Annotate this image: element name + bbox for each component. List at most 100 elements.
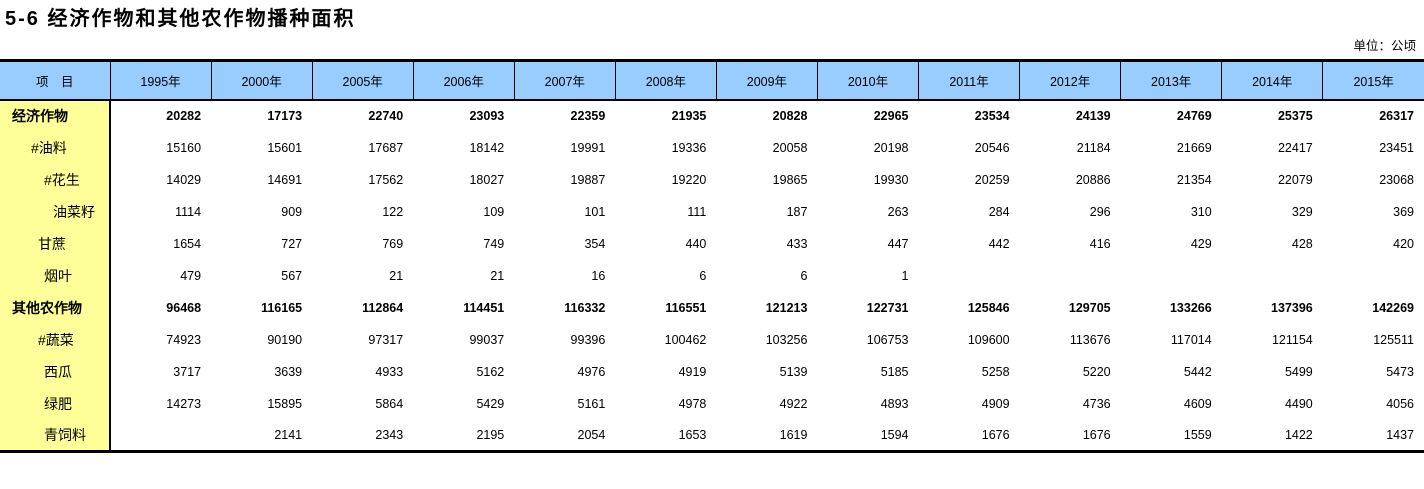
- value-cell: 26317: [1379, 109, 1414, 123]
- value-cell: 14029: [166, 172, 202, 187]
- value-cell: 21935: [671, 109, 707, 123]
- value-cell: [1121, 260, 1222, 292]
- row-label-cell: 烟叶: [0, 259, 111, 292]
- value-cell: 112864: [362, 300, 404, 315]
- value-cell: 14691: [267, 172, 303, 187]
- value-cell: 15895: [267, 396, 303, 411]
- value-cell: 125846: [967, 300, 1010, 315]
- header-year-cell: 1995年: [109, 60, 212, 101]
- value-cell: [919, 260, 1020, 292]
- header-year-cell: 2013年: [1120, 60, 1222, 101]
- value-cell: 17173: [267, 109, 303, 123]
- value-cell: 142269: [1372, 300, 1414, 315]
- value-cell: 1654: [173, 236, 202, 251]
- value-cell: 4056: [1386, 396, 1414, 411]
- value-cell: 909: [281, 204, 303, 219]
- table-row: 甘蔗 1654 727 769 749 354 440 433 447 442 416 429 428 4…: [0, 227, 1424, 260]
- value-cell: 263: [887, 204, 909, 219]
- value-cell: 121154: [1271, 332, 1313, 347]
- value-cell: 96468: [166, 300, 202, 315]
- header-year-cell: 2008年: [614, 60, 717, 101]
- value-cell: 17562: [368, 172, 404, 187]
- table-row: 烟叶 479 567 21 21 16 6 6 1: [0, 259, 1424, 292]
- value-cell: 15160: [166, 140, 202, 155]
- value-cell: 1594: [880, 427, 909, 442]
- table-row: 绿肥 14273 15895 5864 5429 5161 4978 4922 4893 4909…: [0, 387, 1424, 420]
- value-cell: 5220: [1082, 364, 1111, 379]
- value-cell: 479: [180, 268, 202, 283]
- value-cell: 4922: [779, 396, 808, 411]
- value-cell: [110, 420, 211, 452]
- row-label-cell: #花生: [0, 163, 111, 196]
- table-body: 经济作物 20282 17173 22740 23093 22359 21935 20828 2…: [0, 99, 1424, 452]
- value-cell: 4490: [1284, 396, 1313, 411]
- value-cell: 5429: [476, 396, 505, 411]
- value-cell: 1559: [1183, 427, 1212, 442]
- row-label-cell: 青饲料: [0, 419, 111, 452]
- value-cell: 4978: [678, 396, 707, 411]
- value-cell: 369: [1393, 204, 1414, 219]
- value-cell: 125511: [1373, 332, 1414, 347]
- value-cell: [1323, 260, 1424, 292]
- value-cell: 19887: [570, 172, 606, 187]
- value-cell: 20259: [974, 172, 1010, 187]
- value-cell: 121213: [765, 300, 808, 315]
- table-row: 其他农作物 96468 116165 112864 114451 116332 116551…: [0, 291, 1424, 324]
- value-cell: 21: [490, 268, 505, 283]
- value-cell: 1619: [779, 427, 808, 442]
- row-label-cell: 甘蔗: [0, 227, 111, 260]
- value-cell: 20546: [974, 140, 1010, 155]
- value-cell: 116165: [261, 300, 303, 315]
- value-cell: 4976: [577, 364, 606, 379]
- value-cell: 23534: [974, 109, 1010, 123]
- table-row: 西瓜 3717 3639 4933 5162 4976 4919 5139 5185 5258 52…: [0, 355, 1424, 388]
- value-cell: 116332: [564, 300, 606, 315]
- value-cell: 20828: [772, 109, 808, 123]
- value-cell: 310: [1190, 204, 1212, 219]
- header-year-cell: 2005年: [311, 60, 414, 101]
- value-cell: 187: [786, 204, 808, 219]
- value-cell: 19220: [671, 172, 707, 187]
- value-cell: 114451: [463, 300, 505, 315]
- value-cell: 23093: [469, 109, 505, 123]
- value-cell: 100462: [664, 332, 707, 347]
- table-header: 项 目 1995年 2000年 2005年 2006年 2007年 2008年 2009年 2…: [0, 60, 1424, 101]
- row-label-cell: 其他农作物: [0, 291, 111, 324]
- value-cell: 19336: [671, 140, 707, 155]
- value-cell: 21669: [1176, 140, 1212, 155]
- table-row: 经济作物 20282 17173 22740 23093 22359 21935 20828 2…: [0, 99, 1424, 132]
- value-cell: 21: [389, 268, 404, 283]
- value-cell: 447: [887, 236, 909, 251]
- value-cell: 416: [1089, 236, 1111, 251]
- value-cell: 16: [591, 268, 606, 283]
- value-cell: 103256: [765, 332, 808, 347]
- value-cell: 129705: [1068, 300, 1111, 315]
- value-cell: 428: [1291, 236, 1313, 251]
- row-label-cell: 西瓜: [0, 355, 111, 388]
- value-cell: 99037: [469, 332, 505, 347]
- value-cell: 20282: [166, 109, 202, 123]
- table-row: 油菜籽 1114 909 122 109 101 111 187 263 284 296 310 329…: [0, 195, 1424, 228]
- value-cell: 106753: [866, 332, 909, 347]
- value-cell: 20198: [873, 140, 909, 155]
- row-label-cell: 绿肥: [0, 387, 111, 420]
- header-year-cell: 2007年: [513, 60, 616, 101]
- value-cell: 4893: [880, 396, 909, 411]
- value-cell: 21354: [1176, 172, 1212, 187]
- page: 5-6 经济作物和其他农作物播种面积 单位：公顷 项 目 1995年 2000年 2…: [0, 8, 1424, 453]
- row-label-cell: 油菜籽: [0, 195, 111, 228]
- value-cell: 5162: [476, 364, 505, 379]
- value-cell: 6: [800, 268, 808, 283]
- value-cell: 5864: [375, 396, 404, 411]
- value-cell: 2141: [274, 427, 303, 442]
- header-year-cell: 2010年: [816, 60, 919, 101]
- value-cell: 122: [382, 204, 404, 219]
- value-cell: 101: [584, 204, 606, 219]
- value-cell: 5139: [779, 364, 808, 379]
- header-year-cell: 2014年: [1221, 60, 1323, 101]
- value-cell: 24769: [1176, 109, 1212, 123]
- value-cell: 420: [1393, 236, 1414, 251]
- value-cell: [1222, 260, 1323, 292]
- value-cell: 21184: [1076, 140, 1111, 155]
- header-year-cell: 2009年: [715, 60, 818, 101]
